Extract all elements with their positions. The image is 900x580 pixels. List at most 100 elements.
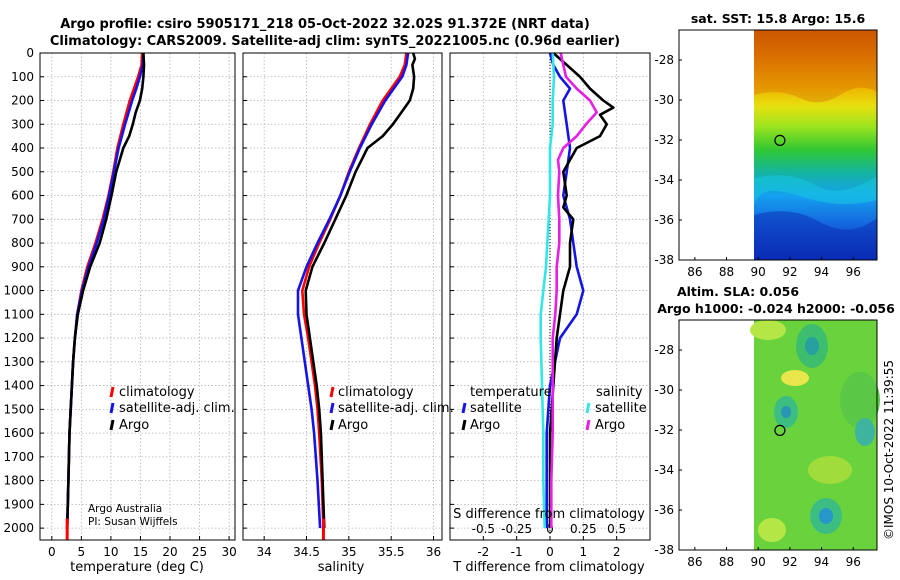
sst-argo-marker (774, 134, 786, 146)
depth-tick-label: 1700 (3, 450, 34, 464)
legend-satellite-swatch (109, 402, 115, 414)
sst-map-ytick-label: -28 (654, 53, 674, 67)
sla-map-ytick-label: -36 (654, 503, 674, 517)
salinity-xtick-label: 34.5 (293, 545, 320, 559)
salinity-legend: climatology satellite-adj. clim. Argo (329, 385, 454, 433)
sst-map-title: sat. SST: 15.8 Argo: 15.6 (691, 11, 866, 26)
sla-map-frame (678, 319, 878, 551)
figure-title-line2: Climatology: CARS2009. Satellite-adj cli… (50, 34, 620, 49)
sla-map-title-line1: Altim. SLA: 0.056 (677, 284, 799, 299)
t-difference-xlabel: T difference from climatology (452, 560, 645, 575)
legend-t-satellite-label: satellite (470, 401, 522, 416)
difference-series-t-argo (548, 52, 615, 529)
sla-map-xtick-label: 88 (719, 555, 734, 569)
salinity-frame (242, 52, 443, 541)
sla-map-xtick-label: 86 (687, 555, 702, 569)
legend-temperature-title: temperature (470, 385, 552, 400)
sla-map-ytick-label: -30 (654, 383, 674, 397)
difference-series-s-satellite (539, 52, 556, 529)
salinity-xtick-label: 36 (426, 545, 441, 559)
sla-map-xtick-label: 94 (814, 555, 829, 569)
sst-map-xtick-label: 88 (719, 265, 734, 279)
depth-tick-label: 900 (11, 260, 34, 274)
sst-map-xtick-label: 96 (846, 265, 861, 279)
sla-map-xtick-label: 92 (782, 555, 797, 569)
difference-xtick-label: 1 (580, 545, 588, 559)
difference-legend: temperature satellite Argo salinity sate… (461, 385, 647, 433)
temperature-xtick-label: 25 (192, 545, 207, 559)
legend-t-argo-label: Argo (470, 418, 500, 433)
salinity-xtick-label: 34 (257, 545, 272, 559)
sst-map-xtick-label: 92 (782, 265, 797, 279)
sla-map: 86 88 90 92 94 96 -28 -30 -32 -34 -36 -38 (654, 319, 880, 569)
legend-climatology-swatch (109, 386, 115, 398)
depth-tick-label: 1600 (3, 426, 34, 440)
depth-tick-label: 2000 (3, 521, 34, 535)
legend-t-satellite-swatch (461, 402, 467, 414)
salinity-series-satellite-adj-clim- (296, 52, 410, 529)
difference-xtick-label: 2 (613, 545, 621, 559)
sla-map-high-1 (750, 320, 786, 340)
legend-argo-swatch (109, 419, 115, 431)
temperature-plot-area (40, 53, 235, 540)
difference-xtick-label: -2 (477, 545, 489, 559)
sst-map-frame (678, 29, 878, 261)
salinity-panel: 34 34.5 35 35.5 36 (242, 52, 443, 559)
legend-climatology-swatch (329, 386, 335, 398)
salinity-xtick-label: 35 (341, 545, 356, 559)
s-difference-tick-label: 0.5 (607, 522, 626, 536)
sla-map-high-2 (781, 370, 809, 386)
depth-tick-label: 700 (11, 212, 34, 226)
difference-xtick-label: 0 (546, 545, 554, 559)
sst-map-xtick-label: 90 (751, 265, 766, 279)
depth-tick-label: 1000 (3, 284, 34, 298)
legend-climatology-label: climatology (119, 385, 195, 400)
legend-argo-label: Argo (338, 418, 368, 433)
imos-stamp: ©IMOS 10-Oct-2022 11:39:55 (882, 360, 896, 540)
temperature-xtick-label: 10 (103, 545, 118, 559)
depth-tick-label: 100 (11, 70, 34, 84)
difference-xtick-label: -1 (511, 545, 523, 559)
sla-map-patch-1 (840, 372, 880, 428)
depth-tick-label: 300 (11, 117, 34, 131)
temperature-xtick-label: 30 (221, 545, 236, 559)
sst-map-ytick-label: -30 (654, 93, 674, 107)
sla-map-high-3 (808, 456, 852, 484)
temperature-xtick-label: 0 (48, 545, 56, 559)
depth-tick-label: 1900 (3, 497, 34, 511)
sla-map-high-4 (758, 518, 786, 542)
sst-map: 86 88 90 92 94 96 -28 -30 -32 -34 -36 -38 (654, 29, 878, 279)
s-difference-tick-label: -0.5 (472, 522, 495, 536)
salinity-series-argo (304, 52, 417, 529)
sla-map-ytick-label: -28 (654, 343, 674, 357)
depth-tick-label: 1100 (3, 307, 34, 321)
legend-argo-label: Argo (119, 418, 149, 433)
depth-tick-label: 1200 (3, 331, 34, 345)
legend-s-argo-swatch (585, 419, 591, 431)
sst-map-warm-patch (754, 30, 877, 103)
legend-satellite-label: satellite-adj. clim. (338, 401, 454, 416)
sla-map-low-2-core (781, 406, 791, 418)
depth-tick-label: 200 (11, 94, 34, 108)
temperature-panel: 0100200300400500600700800900100011001200… (3, 46, 236, 559)
sst-map-xtick-label: 86 (687, 265, 702, 279)
sla-map-ytick-label: -32 (654, 423, 674, 437)
sla-map-ytick-label: -34 (654, 463, 674, 477)
s-difference-tick-label: 0 (546, 522, 554, 536)
salinity-xtick-label: 35.5 (378, 545, 405, 559)
temperature-xtick-label: 20 (162, 545, 177, 559)
sla-map-ytick-label: -38 (654, 543, 674, 557)
credit-line1: Argo Australia (88, 503, 162, 515)
legend-salinity-title: salinity (596, 385, 643, 400)
depth-tick-label: 1400 (3, 379, 34, 393)
s-difference-xlabel: S difference from climatology (453, 507, 645, 522)
salinity-plot-area (243, 53, 442, 540)
difference-series-s-argo (549, 52, 599, 529)
sst-map-cyan-band (754, 175, 877, 205)
legend-s-satellite-swatch (585, 402, 591, 414)
temperature-series-argo (65, 52, 146, 529)
sla-map-low-4-core (819, 508, 833, 524)
sla-map-title-line2: Argo h1000: -0.024 h2000: -0.056 (657, 301, 895, 316)
credit-line2: PI: Susan Wijffels (88, 516, 178, 528)
